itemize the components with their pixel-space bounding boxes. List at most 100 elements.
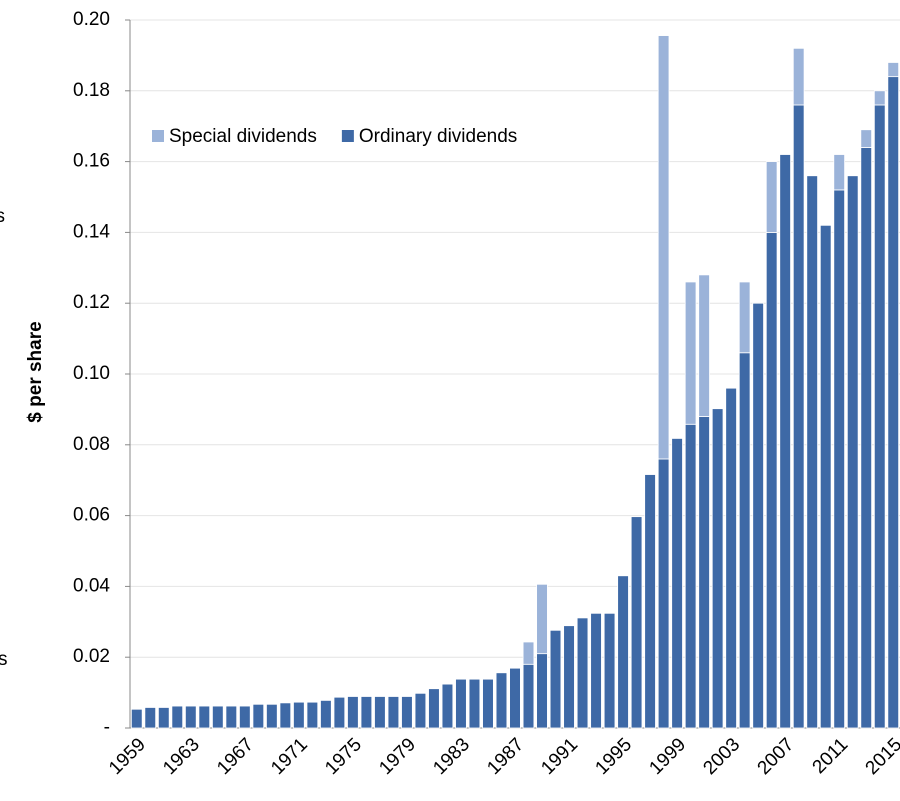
bar-segment [887,62,900,78]
bar-segment [860,147,873,729]
bar-segment [401,696,413,729]
x-tick-label: 2003 [699,734,744,779]
bar-segment [819,224,832,729]
bar-segment [414,692,427,729]
bar-segment [252,703,265,729]
bar-segment [833,189,846,729]
bar-segment [644,474,656,729]
x-tick-label: 1959 [105,734,150,779]
bar-segment [522,641,535,665]
bar-segment [603,612,616,729]
bar-segment [184,705,197,729]
x-tick-label: 1987 [483,734,528,779]
bar-segment [725,387,737,729]
bar-segment [698,416,710,729]
x-tick-label: 1967 [213,734,258,779]
y-tick-label: 0.16 [73,151,110,172]
x-tick-label: 1991 [537,734,582,779]
x-tick-label: 1995 [591,734,636,779]
bar-segment [792,104,805,729]
x-tick-label: 1963 [159,734,204,779]
bar-segment [536,653,548,729]
bar-segment [698,274,710,417]
bar-segment [212,705,224,729]
bar-segment [590,612,602,729]
x-tick-label: 2011 [809,734,853,778]
bar-segment [279,702,292,729]
bar-segment [806,175,818,729]
bar-segment [752,302,764,729]
bar-segment [671,438,683,729]
bar-segment [576,617,589,729]
bar-segment [536,583,548,655]
bar-segment [428,688,440,729]
bar-segment [482,678,494,729]
y-axis-label: $ per share [25,321,46,422]
bar-segment [873,104,886,729]
bar-segment [320,699,332,729]
y-tick-label: 0.04 [73,575,110,596]
bar-segment [468,678,481,729]
legend-swatch [341,130,354,142]
x-tick-label: 2007 [754,734,799,779]
bar-segment [779,154,791,729]
bar-segment [522,663,535,729]
bar-segment [225,705,238,729]
x-tick-label: 2015 [862,734,900,779]
bar-segment [374,696,386,729]
bar-segment [765,161,778,233]
x-tick-label: 1975 [321,734,366,779]
bar-segment [157,707,170,729]
bar-segment [833,154,846,191]
bar-segment [563,625,575,729]
bar-segment [455,678,467,729]
bar-segment [846,175,859,729]
x-tick-label: 1983 [429,734,474,779]
legend-swatch [152,130,164,142]
y-tick-label: 0.20 [73,9,110,30]
bar-segment [441,683,454,729]
bar-segment [347,696,359,729]
bar-segment [306,701,319,729]
bar-segment [333,696,346,729]
bar-segment [509,667,521,729]
bar-segment [738,281,751,354]
bar-segment [617,575,629,729]
bar-segment [293,701,305,729]
bar-segment [171,705,184,729]
y-tick-label: 0.14 [73,221,110,242]
legend-label: Special dividends [169,126,317,147]
x-tick-label: 1971 [267,734,312,779]
bar-segment [630,516,643,729]
bar-segment [657,458,670,729]
bar-segment [198,705,211,729]
bar-segment [130,708,143,729]
y-tick-label: 0.18 [73,80,110,101]
bar-segment [873,90,886,106]
bar-segment [792,47,805,106]
annotation: s [0,649,8,670]
bar-segment [860,129,873,148]
bar-segment [657,35,670,460]
bar-segment [738,352,751,729]
bar-segment [360,696,373,729]
bar-segment [549,629,562,729]
y-tick-label: 0.10 [73,363,110,384]
x-tick-label: 1999 [645,734,690,779]
y-tick-label: - [104,717,110,738]
bar-segment [239,705,251,729]
x-tick-label: 1979 [375,734,420,779]
bar-segment [266,703,278,729]
bar-segment [887,76,900,729]
bar-segment [144,707,157,729]
y-tick-label: 0.06 [73,505,110,526]
bar-segment [495,672,508,729]
y-tick-label: 0.08 [73,434,110,455]
bar-segment [684,423,697,729]
legend-label: Ordinary dividends [359,126,517,147]
y-tick-label: 0.02 [73,646,110,667]
bar-segment [684,281,697,425]
y-tick-label: 0.12 [73,292,110,313]
bar-segment [765,231,778,729]
